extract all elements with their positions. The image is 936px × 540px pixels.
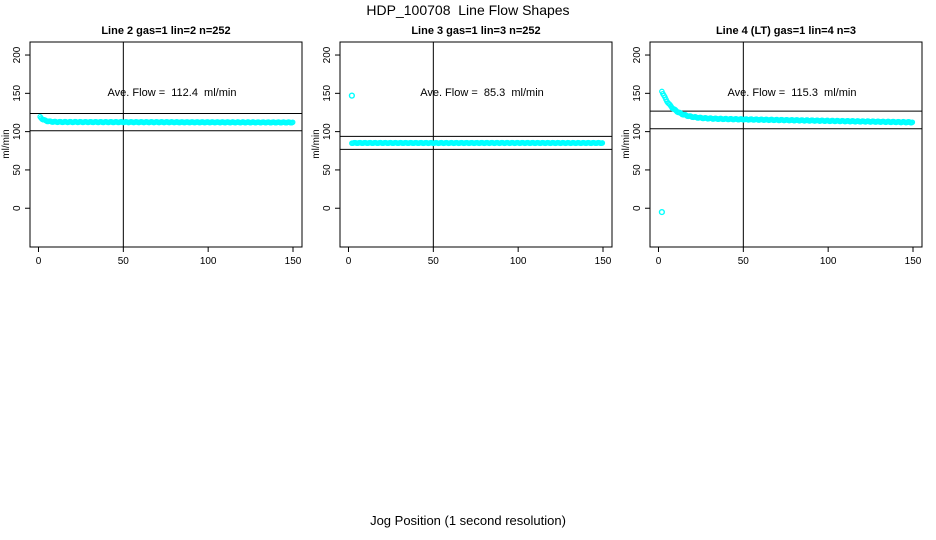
data-points bbox=[37, 113, 296, 126]
ave-flow-annotation: Ave. Flow = 85.3 ml/min bbox=[420, 87, 544, 99]
y-axis-label: ml/min bbox=[1, 129, 12, 158]
x-tick-label: 50 bbox=[738, 256, 750, 267]
x-tick-label: 50 bbox=[118, 256, 130, 267]
x-tick-label: 100 bbox=[200, 256, 217, 267]
x-tick-label: 0 bbox=[346, 256, 352, 267]
y-axis-label: ml/min bbox=[621, 129, 632, 158]
x-tick-label: 100 bbox=[820, 256, 837, 267]
y-tick-label: 50 bbox=[632, 164, 643, 176]
y-tick-label: 50 bbox=[12, 164, 23, 176]
y-tick-label: 0 bbox=[12, 205, 23, 211]
x-tick-label: 150 bbox=[905, 256, 922, 267]
y-tick-label: 200 bbox=[322, 46, 333, 63]
panel-line3: Line 3 gas=1 lin=3 n=252 ml/min 0 50 100 15… bbox=[310, 20, 620, 270]
y-tick-label: 150 bbox=[12, 85, 23, 102]
page-title: HDP_100708 Line Flow Shapes bbox=[366, 2, 570, 18]
plot-area: 0 50 100 150 0 50 100 150 200 bbox=[12, 41, 303, 267]
y-tick-label: 200 bbox=[632, 46, 643, 63]
panel-title: Line 3 gas=1 lin=3 n=252 bbox=[411, 25, 540, 37]
outlier-point bbox=[658, 208, 665, 216]
y-tick-label: 150 bbox=[632, 85, 643, 102]
x-tick-label: 50 bbox=[428, 256, 440, 267]
panel-title: Line 4 (LT) gas=1 lin=4 n=3 bbox=[716, 25, 856, 37]
y-tick-label: 100 bbox=[632, 123, 643, 140]
panel-line4: Line 4 (LT) gas=1 lin=4 n=3 ml/min 0 50 10… bbox=[620, 20, 930, 270]
data-points bbox=[658, 88, 916, 216]
plot-area: 0 50 100 150 0 50 100 150 200 bbox=[322, 41, 613, 267]
y-tick-label: 200 bbox=[12, 46, 23, 63]
data-points bbox=[348, 92, 606, 147]
y-tick-label: 50 bbox=[322, 164, 333, 176]
ave-flow-annotation: Ave. Flow = 115.3 ml/min bbox=[728, 87, 857, 99]
y-axis-label: ml/min bbox=[311, 129, 322, 158]
ave-flow-annotation: Ave. Flow = 112.4 ml/min bbox=[108, 87, 237, 99]
x-tick-label: 150 bbox=[285, 256, 302, 267]
y-tick-label: 100 bbox=[322, 123, 333, 140]
x-tick-label: 100 bbox=[510, 256, 527, 267]
y-tick-label: 150 bbox=[322, 85, 333, 102]
y-tick-label: 0 bbox=[322, 205, 333, 211]
plot-box bbox=[649, 41, 923, 248]
x-tick-label: 0 bbox=[656, 256, 662, 267]
panel-line2-plot: Line 2 gas=1 lin=2 n=252 ml/min 0 50 100 15… bbox=[1, 25, 303, 267]
plot-box bbox=[29, 41, 303, 248]
x-tick-label: 150 bbox=[595, 256, 612, 267]
plot-area: 0 50 100 150 0 50 100 150 200 bbox=[632, 41, 923, 267]
plot-box bbox=[339, 41, 613, 248]
x-axis-title: Jog Position (1 second resolution) bbox=[370, 513, 566, 528]
y-tick-label: 0 bbox=[632, 205, 643, 211]
panel-line2: Line 2 gas=1 lin=2 n=252 ml/min 0 50 100 15… bbox=[0, 20, 310, 270]
y-tick-label: 100 bbox=[12, 123, 23, 140]
outlier-point bbox=[348, 92, 355, 99]
panel-line3-plot: Line 3 gas=1 lin=3 n=252 ml/min 0 50 100 15… bbox=[311, 25, 613, 267]
x-tick-label: 0 bbox=[36, 256, 42, 267]
panel-line4-plot: Line 4 (LT) gas=1 lin=4 n=3 ml/min 0 50 10… bbox=[621, 25, 923, 267]
panel-title: Line 2 gas=1 lin=2 n=252 bbox=[101, 25, 230, 37]
